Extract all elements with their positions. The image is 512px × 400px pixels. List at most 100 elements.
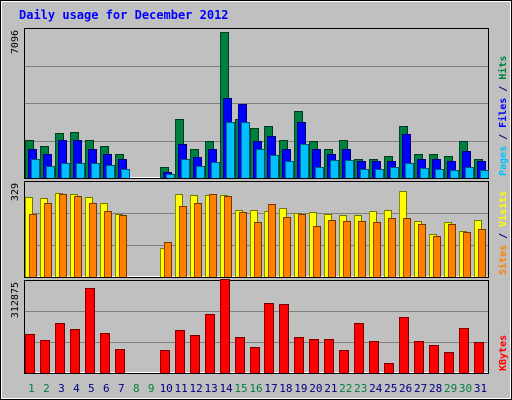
bar-pages-day-5-fill <box>91 163 100 178</box>
bar-pages-day-7-fill <box>121 169 130 178</box>
bar-kbytes-day-21-fill <box>324 339 334 373</box>
bar-sites-day-11-fill <box>179 206 187 277</box>
bar-sites-day-4-fill <box>74 196 82 277</box>
bar-kbytes-day-16-fill <box>250 347 260 373</box>
bar-kbytes-day-7 <box>115 349 125 373</box>
bar-pages-day-1 <box>31 159 40 178</box>
bar-files-day-20-fill <box>312 149 321 178</box>
bar-kbytes-day-2 <box>40 340 50 373</box>
bar-kbytes-day-11 <box>175 330 185 373</box>
bar-sites-day-26-fill <box>403 218 411 277</box>
x-tick-label: 9 <box>148 382 155 395</box>
bar-sites-day-31-fill <box>478 229 486 277</box>
bar-pages-day-31-fill <box>480 170 489 178</box>
bar-sites-day-10-fill <box>164 242 172 277</box>
bar-files-day-26-fill <box>402 134 411 178</box>
bar-sites-day-16 <box>254 222 262 277</box>
bar-pages-day-29-fill <box>450 170 459 178</box>
legend-entry: Hits <box>497 56 509 80</box>
bar-kbytes-day-19 <box>294 337 304 373</box>
x-tick-label: 27 <box>414 382 427 395</box>
bar-sites-day-15 <box>239 212 247 277</box>
bar-files-day-4-fill <box>73 140 82 178</box>
bar-sites-day-18-fill <box>283 217 291 277</box>
bar-sites-day-2 <box>44 203 52 277</box>
bar-pages-day-23-fill <box>360 169 369 178</box>
bar-kbytes-day-16 <box>250 347 260 373</box>
bar-pages-day-3-fill <box>61 163 70 178</box>
bar-kbytes-day-25-fill <box>384 363 394 373</box>
bar-pages-day-2-fill <box>46 166 55 178</box>
bar-sites-day-20 <box>313 226 321 277</box>
bar-kbytes-day-24 <box>369 341 379 373</box>
bar-kbytes-day-23-fill <box>354 323 364 373</box>
x-tick-label: 22 <box>339 382 352 395</box>
bar-sites-day-27-fill <box>418 224 426 277</box>
bar-kbytes-day-22-fill <box>339 350 349 373</box>
bar-sites-day-30 <box>463 232 471 277</box>
x-tick-label: 20 <box>309 382 322 395</box>
bar-pages-day-24-fill <box>375 169 384 178</box>
panel-middle-ymax-label: 329 <box>10 183 21 201</box>
bar-kbytes-day-10-fill <box>160 350 170 373</box>
bar-sites-day-10 <box>164 242 172 277</box>
panel-top-border <box>24 28 489 179</box>
bar-kbytes-day-13 <box>205 314 215 373</box>
bar-pages-day-12-fill <box>196 166 205 178</box>
series-kbytes <box>25 279 484 373</box>
bar-files-day-7-fill <box>118 159 127 178</box>
bar-pages-day-12 <box>196 166 205 178</box>
x-tick-label: 5 <box>88 382 95 395</box>
legend-entry: Files <box>497 98 509 128</box>
bar-pages-day-14 <box>226 122 235 178</box>
bar-kbytes-day-27 <box>414 341 424 373</box>
x-tick-label: 21 <box>324 382 337 395</box>
bar-sites-day-11 <box>179 206 187 277</box>
bar-kbytes-day-18-fill <box>279 304 289 373</box>
x-tick-label: 30 <box>459 382 472 395</box>
x-tick-label: 2 <box>43 382 50 395</box>
bar-sites-day-20-fill <box>313 226 321 277</box>
x-tick-label: 12 <box>190 382 203 395</box>
bar-sites-day-28-fill <box>433 236 441 277</box>
bar-kbytes-day-1-fill <box>25 334 35 373</box>
bar-pages-day-22 <box>345 160 354 178</box>
bar-kbytes-day-24-fill <box>369 341 379 373</box>
bar-sites-day-21-fill <box>328 220 336 277</box>
bar-sites-day-30-fill <box>463 232 471 277</box>
bar-pages-day-15-fill <box>241 122 250 178</box>
x-tick-label: 26 <box>399 382 412 395</box>
bar-kbytes-day-2-fill <box>40 340 50 373</box>
bar-kbytes-day-25 <box>384 363 394 373</box>
bar-pages-day-27 <box>420 168 429 178</box>
bar-kbytes-day-5-fill <box>85 288 95 373</box>
bar-pages-day-13 <box>211 162 220 178</box>
legend-entry: KBytes <box>498 335 509 371</box>
bar-sites-day-13-fill <box>209 194 217 277</box>
bar-kbytes-day-18 <box>279 304 289 373</box>
bar-kbytes-day-29 <box>444 352 454 373</box>
legend-entry: / <box>498 80 509 98</box>
bar-pages-day-1-fill <box>31 159 40 178</box>
bar-pages-day-31 <box>480 170 489 178</box>
bar-kbytes-day-1 <box>25 334 35 373</box>
bar-pages-day-21-fill <box>330 160 339 178</box>
bar-sites-day-28 <box>433 236 441 277</box>
bar-files-day-29-fill <box>447 161 456 178</box>
bar-sites-day-17 <box>268 204 276 277</box>
bar-kbytes-day-17 <box>264 303 274 373</box>
bar-pages-day-28-fill <box>435 169 444 178</box>
chart-title: Daily usage for December 2012 <box>19 8 229 22</box>
x-tick-label: 24 <box>369 382 383 395</box>
bar-sites-day-21 <box>328 220 336 277</box>
bar-sites-day-29 <box>448 224 456 277</box>
bar-sites-day-31 <box>478 229 486 277</box>
bar-pages-day-25 <box>390 167 399 178</box>
bar-pages-day-11 <box>181 159 190 178</box>
bar-pages-day-7 <box>121 169 130 178</box>
bar-kbytes-day-3 <box>55 323 65 373</box>
bar-pages-day-17 <box>270 155 279 178</box>
bar-kbytes-day-7-fill <box>115 349 125 373</box>
